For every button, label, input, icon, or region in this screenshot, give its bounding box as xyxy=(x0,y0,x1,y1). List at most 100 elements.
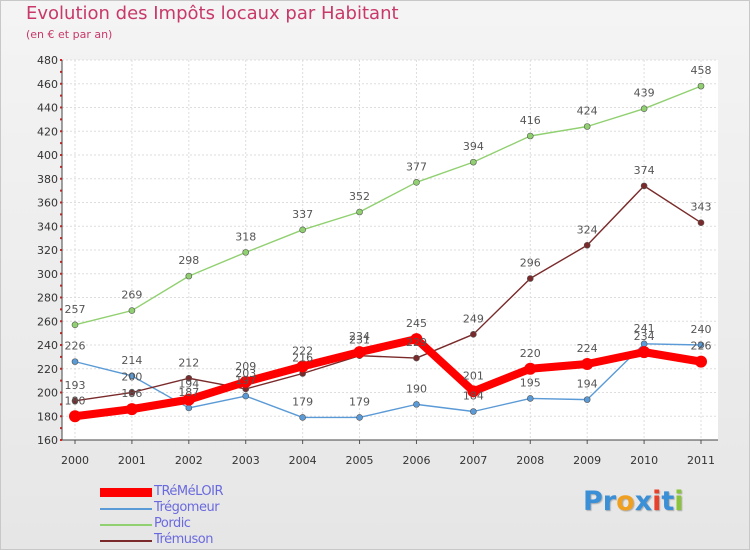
data-point xyxy=(526,132,534,140)
y-minor-tick xyxy=(60,391,62,394)
data-label: 269 xyxy=(121,289,142,302)
legend-swatch xyxy=(100,540,152,542)
data-point xyxy=(356,208,363,216)
legend-label: Trégomeur xyxy=(154,500,220,515)
data-label: 241 xyxy=(634,322,655,335)
legend-swatch xyxy=(100,524,152,526)
logo-letter: i xyxy=(652,486,662,517)
x-tick-label: 2008 xyxy=(516,454,544,467)
data-label: 226 xyxy=(691,340,712,353)
data-point xyxy=(524,362,537,375)
data-label: 458 xyxy=(691,64,712,77)
data-point xyxy=(583,123,591,130)
data-point xyxy=(697,219,705,226)
data-label: 186 xyxy=(121,387,142,400)
y-minor-tick xyxy=(60,332,62,335)
data-point xyxy=(185,404,193,412)
data-point xyxy=(697,82,705,90)
y-minor-tick xyxy=(60,142,62,145)
data-label: 216 xyxy=(292,352,313,365)
y-minor-tick xyxy=(60,296,62,299)
y-minor-tick xyxy=(60,403,62,406)
data-point xyxy=(470,331,477,338)
data-label: 224 xyxy=(577,342,598,355)
data-label: 193 xyxy=(65,379,86,392)
data-point xyxy=(299,414,306,421)
y-tick-label: 320 xyxy=(37,244,58,257)
y-minor-tick xyxy=(60,237,62,240)
data-point xyxy=(640,105,648,112)
data-label: 394 xyxy=(463,140,484,153)
y-minor-tick xyxy=(60,130,62,133)
data-point xyxy=(242,249,250,256)
x-tick-label: 2011 xyxy=(687,454,715,467)
data-label: 201 xyxy=(463,369,484,382)
y-minor-tick xyxy=(60,213,62,216)
y-tick-label: 180 xyxy=(37,410,58,423)
x-tick-label: 2002 xyxy=(175,454,203,467)
data-label: 377 xyxy=(406,160,427,173)
data-label: 424 xyxy=(577,105,598,118)
data-label: 220 xyxy=(520,347,541,360)
y-minor-tick xyxy=(60,427,62,430)
data-point xyxy=(182,393,195,406)
data-label: 203 xyxy=(235,367,256,380)
x-tick-label: 2000 xyxy=(61,454,89,467)
data-label: 337 xyxy=(292,208,313,221)
y-minor-tick xyxy=(60,308,62,311)
y-minor-tick xyxy=(60,415,62,418)
data-point xyxy=(125,403,138,416)
logo-letter: o xyxy=(616,486,635,517)
data-point xyxy=(413,401,420,408)
y-minor-tick xyxy=(60,225,62,228)
y-minor-tick xyxy=(60,118,62,121)
y-tick-label: 160 xyxy=(37,434,58,447)
data-point xyxy=(353,346,366,359)
legend-label: Trémuson xyxy=(154,532,213,547)
x-tick-label: 2003 xyxy=(232,454,260,467)
logo-letter: i xyxy=(674,486,684,517)
x-tick-label: 2001 xyxy=(118,454,146,467)
proxiti-logo: Proxiti xyxy=(583,486,684,517)
y-minor-tick xyxy=(60,70,62,73)
y-minor-tick xyxy=(60,154,62,156)
logo-letter: P xyxy=(583,486,603,517)
data-label: 209 xyxy=(235,360,256,373)
data-label: 298 xyxy=(178,254,199,267)
data-point xyxy=(526,395,534,402)
data-label: 194 xyxy=(577,378,598,391)
y-tick-label: 400 xyxy=(37,149,58,162)
data-point xyxy=(470,158,477,166)
x-tick-label: 2010 xyxy=(630,454,658,467)
data-point xyxy=(242,392,250,400)
data-point xyxy=(71,358,79,365)
data-point xyxy=(69,410,81,423)
data-label: 234 xyxy=(349,330,370,343)
data-point xyxy=(71,321,79,329)
data-label: 184 xyxy=(463,390,484,403)
y-minor-tick xyxy=(60,272,62,275)
data-label: 194 xyxy=(178,378,199,391)
y-minor-tick xyxy=(60,82,62,85)
data-point xyxy=(583,396,591,403)
y-tick-label: 420 xyxy=(37,125,58,138)
data-label: 197 xyxy=(235,374,256,387)
y-tick-label: 340 xyxy=(37,220,58,233)
y-tick-label: 220 xyxy=(37,363,58,376)
logo-letter: x xyxy=(634,486,653,517)
y-minor-tick xyxy=(60,355,62,358)
data-point xyxy=(638,346,651,359)
data-label: 439 xyxy=(634,87,655,100)
y-minor-tick xyxy=(60,165,62,168)
data-label: 416 xyxy=(520,114,541,127)
data-label: 352 xyxy=(349,190,370,203)
chart-subtitle: (en € et par an) xyxy=(26,28,113,41)
data-label: 318 xyxy=(235,230,256,243)
data-label: 324 xyxy=(577,223,598,236)
data-label: 212 xyxy=(178,356,199,369)
data-label: 187 xyxy=(178,386,199,399)
data-label: 343 xyxy=(691,201,712,214)
data-label: 296 xyxy=(520,257,541,270)
data-point xyxy=(239,375,252,388)
